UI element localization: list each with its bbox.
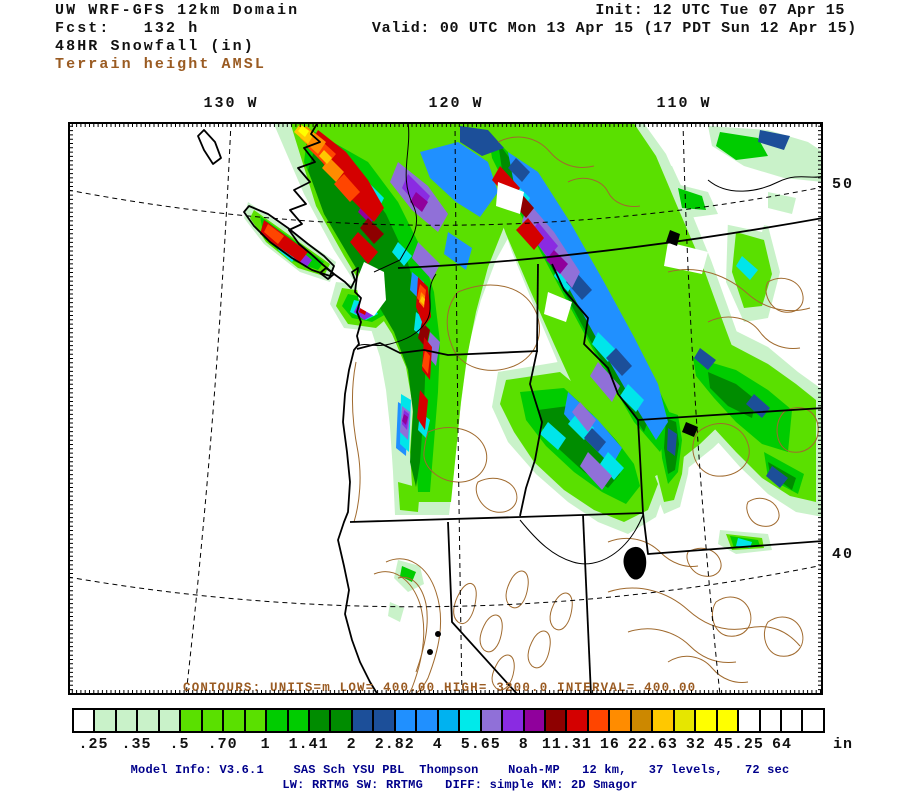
lon-label-110w: 110 W: [656, 95, 712, 112]
colorbar-cell: [116, 710, 139, 731]
colorbar-cell: [138, 710, 160, 731]
nv-ut-border: [582, 514, 592, 695]
colorbar-cell: [503, 710, 525, 731]
colorbar-tick-label: .5: [169, 736, 190, 753]
ca-nv-border: [447, 521, 519, 695]
field-label: 48HR Snowfall (in): [55, 38, 255, 55]
colorbar-tick-label: 22.63: [627, 736, 678, 753]
colorbar-units-label: in: [832, 736, 854, 753]
colorbar-cell: [781, 710, 804, 731]
colorbar-tick-label: 11.31: [541, 736, 592, 753]
colorbar-tick-label: 1.41: [288, 736, 329, 753]
pacific-coastline: [288, 122, 379, 695]
valid-time: Valid: 00 UTC Mon 13 Apr 15 (17 PDT Sun …: [371, 20, 857, 37]
graticule-lines: [68, 122, 823, 695]
model-info-line2: LW: RRTMG SW: RRTMG DIFF: simple KM: 2D …: [282, 778, 638, 792]
colorbar-cell: [95, 710, 117, 731]
snowfall-fill-layers: [244, 122, 823, 622]
colorbar-cell: [245, 710, 268, 731]
colorbar-tick-label: 64: [771, 736, 792, 753]
colorbar-cell: [309, 710, 332, 731]
great-salt-lake: [623, 546, 647, 580]
lat-label-40: 40: [832, 546, 855, 563]
us-canada-border: [397, 217, 823, 269]
haida-gwaii: [197, 129, 222, 165]
colorbar-tick-label: 1: [260, 736, 271, 753]
map-canvas: CONTOURS: UNITS=m LOW= 400.00 HIGH= 3200…: [68, 122, 823, 695]
ut-wy-border: [642, 512, 823, 555]
colorbar-cell: [610, 710, 632, 731]
model-info-line1: Model Info: V3.6.1 SAS Sch YSU PBL Thomp…: [130, 763, 790, 777]
colorbar-cell: [524, 710, 546, 731]
colorbar-tick-label: 32: [685, 736, 706, 753]
lakes: [427, 230, 698, 655]
forecast-hour: Fcst: 132 h: [55, 20, 200, 37]
contour-caption: CONTOURS: UNITS=m LOW= 400.00 HIGH= 3200…: [183, 681, 696, 695]
colorbar-cell: [631, 710, 654, 731]
id-mt-border: [551, 263, 639, 421]
colorbar-cell: [460, 710, 482, 731]
colorbar-tick-label: 4: [432, 736, 443, 753]
parallel-50n: [68, 186, 823, 226]
overlay-label: Terrain height AMSL: [55, 56, 266, 73]
colorbar-cell: [803, 710, 823, 731]
parallel-40n: [68, 564, 823, 608]
colorbar-cell: [352, 710, 375, 731]
wa-or-border: [356, 342, 539, 356]
colorbar-cell: [696, 710, 718, 731]
colorbar-cell: [267, 710, 289, 731]
colorbar-cell: [374, 710, 396, 731]
colorbar-cell: [717, 710, 740, 731]
colorbar-cell: [417, 710, 439, 731]
colorbar-cell: [395, 710, 418, 731]
flathead-lake: [666, 230, 680, 246]
colorbar-cell: [159, 710, 182, 731]
colorbar-cell: [760, 710, 782, 731]
colorbar-cell: [288, 710, 310, 731]
colorbar-cell: [588, 710, 611, 731]
colorbar-tick-label: .25: [78, 736, 109, 753]
colorbar-tick-label: 16: [599, 736, 620, 753]
colorbar-cell: [202, 710, 225, 731]
plot-title: UW WRF-GFS 12km Domain: [55, 2, 300, 19]
axis-ticks: [68, 122, 823, 695]
colorbar-cell: [224, 710, 246, 731]
colorbar-cell: [545, 710, 568, 731]
or-id-border: [519, 350, 543, 517]
coastline-borders: [197, 122, 823, 695]
terrain-contours: [351, 136, 819, 695]
vancouver-island: [243, 205, 335, 277]
colorbar-cell: [438, 710, 461, 731]
colorbar-cell: [653, 710, 675, 731]
init-time: Init: 12 UTC Tue 07 Apr 15: [595, 2, 845, 19]
colorbar-tick-label: .70: [207, 736, 238, 753]
colorbar-tick-label: 8: [518, 736, 529, 753]
colorbar-labels: .25 .35 .5 .70 1 1.41 2 2.82 4 5.65 8 11.31 16 22.63 3…: [72, 736, 862, 754]
lon-label-120w: 120 W: [428, 95, 484, 112]
colorbar-cell: [74, 710, 96, 731]
colorbar-tick-label: 2.82: [374, 736, 415, 753]
lat-label-50: 50: [832, 176, 855, 193]
colorbar-tick-label: 5.65: [460, 736, 501, 753]
colorbar-cell: [331, 710, 353, 731]
snowfall-colorbar: [72, 708, 825, 733]
colorbar-cell: [481, 710, 504, 731]
colorbar-tick-label: .35: [121, 736, 152, 753]
yellowstone-lake: [682, 422, 698, 437]
colorbar-tick-label: 2: [346, 736, 357, 753]
border-42n: [349, 512, 644, 523]
colorbar-cell: [567, 710, 589, 731]
map-frame: [68, 122, 823, 695]
meridian-130w: [185, 122, 232, 695]
colorbar-cell: [674, 710, 697, 731]
wa-id-border: [536, 263, 539, 352]
colorbar-cell: [739, 710, 761, 731]
colorbar-tick-label: 45.25: [713, 736, 764, 753]
lon-label-130w: 130 W: [203, 95, 259, 112]
colorbar-cell: [181, 710, 203, 731]
